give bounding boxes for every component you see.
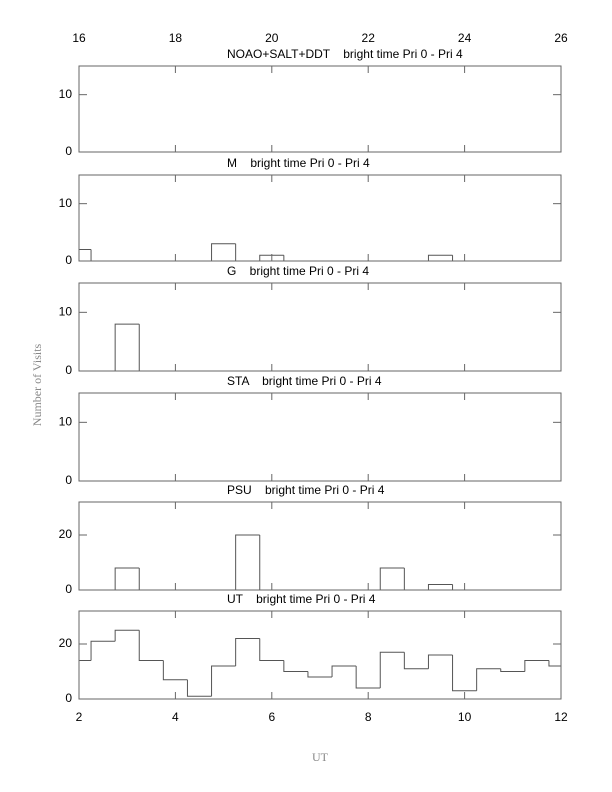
plot-frame [78, 392, 562, 482]
y-tick-label: 0 [65, 582, 72, 596]
plot-frame [78, 65, 562, 153]
y-tick-label: 20 [59, 636, 73, 650]
x2-tick-label: 26 [554, 31, 568, 45]
y-tick-label: 0 [65, 144, 72, 158]
histogram-bin [403, 568, 429, 591]
panel-title: G bright time Pri 0 - Pri 4 [227, 264, 369, 278]
x-tick-label: 4 [172, 710, 179, 724]
histogram-bin [476, 668, 501, 691]
histogram-bin [427, 254, 453, 261]
histogram-bin [427, 584, 453, 590]
histogram-bin [259, 535, 284, 591]
plot-frame [78, 282, 562, 372]
y-axis-label: Number of Visits [30, 343, 44, 426]
histogram-bin [283, 660, 308, 672]
histogram-bin [162, 660, 188, 681]
y-tick-label: 10 [59, 415, 73, 429]
histogram-bin [114, 629, 140, 642]
histogram-bin [235, 534, 260, 590]
histogram-bin [379, 567, 405, 590]
x2-tick-label: 24 [458, 31, 472, 45]
histogram-bin [78, 249, 92, 261]
x-axis-label: UT [312, 750, 329, 764]
y-tick-label: 0 [65, 363, 72, 377]
histogram-bin [355, 666, 381, 689]
histogram-bin [524, 660, 549, 672]
x-tick-label: 6 [268, 710, 275, 724]
histogram-bin [78, 660, 92, 699]
plot-frame [78, 174, 562, 262]
histogram-bin [500, 668, 525, 672]
panel-title: UT bright time Pri 0 - Pri 4 [227, 592, 376, 606]
histogram-bin [379, 651, 405, 688]
x-tick-label: 10 [458, 710, 472, 724]
plot-frame [78, 501, 562, 591]
y-tick-label: 0 [65, 253, 72, 267]
x-tick-label: 12 [554, 710, 568, 724]
histogram-bin [211, 243, 236, 261]
histogram-bin [427, 654, 453, 669]
histogram-bin [548, 660, 562, 699]
y-tick-label: 0 [65, 473, 72, 487]
histogram-bin [114, 567, 140, 590]
x2-tick-label: 18 [169, 31, 183, 45]
histogram-bin [259, 254, 284, 261]
histogram-bin [90, 640, 116, 661]
histogram-bin [403, 652, 429, 670]
y-tick-label: 0 [65, 691, 72, 705]
histogram-bin [452, 655, 477, 692]
plot-frame [78, 610, 562, 700]
panel-title: M bright time Pri 0 - Pri 4 [227, 156, 370, 170]
x2-tick-label: 16 [72, 31, 86, 45]
histogram-bin [259, 638, 284, 661]
x-tick-label: 2 [76, 710, 83, 724]
y-tick-label: 10 [59, 87, 73, 101]
panel-title: STA bright time Pri 0 - Pri 4 [227, 374, 382, 388]
x-tick-label: 8 [365, 710, 372, 724]
histogram-bin [235, 638, 260, 666]
y-tick-label: 10 [59, 196, 73, 210]
histogram-bin [283, 255, 308, 262]
histogram-bin [138, 630, 164, 661]
x2-tick-label: 22 [362, 31, 376, 45]
histogram-bin [186, 679, 212, 697]
x2-tick-label: 20 [265, 31, 279, 45]
histogram-bin [114, 323, 140, 371]
histogram-bin [211, 665, 236, 697]
panel-title: PSU bright time Pri 0 - Pri 4 [227, 483, 385, 497]
histogram-bin [138, 324, 164, 372]
y-tick-label: 20 [59, 527, 73, 541]
histogram-bin [331, 665, 357, 677]
histogram-bin [138, 568, 164, 591]
y-tick-label: 10 [59, 305, 73, 319]
panel-title: NOAO+SALT+DDT bright time Pri 0 - Pri 4 [227, 47, 463, 61]
histogram-bin [90, 249, 116, 262]
histogram-bin [235, 243, 260, 262]
histogram-bin [307, 671, 333, 678]
